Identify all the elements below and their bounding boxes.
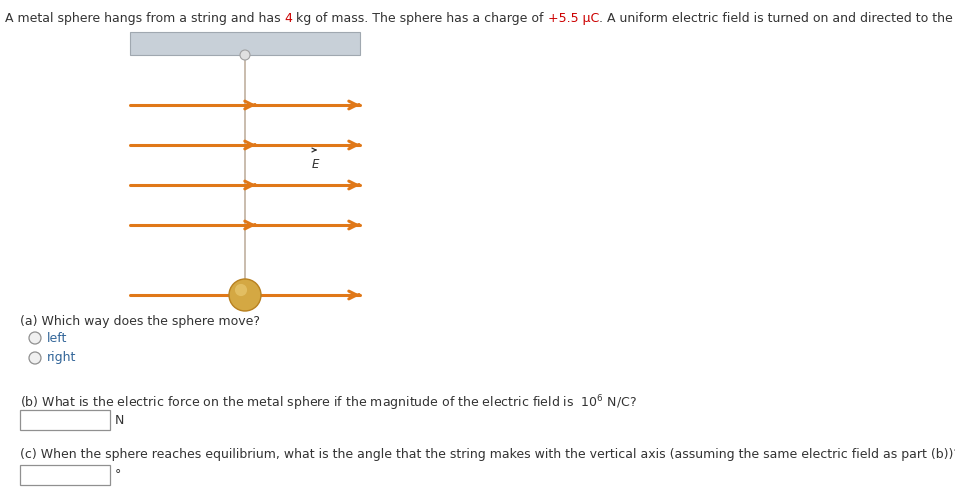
Text: +5.5 μC: +5.5 μC — [548, 12, 599, 25]
Circle shape — [229, 279, 261, 311]
Text: . A uniform electric field is turned on and directed to the right.: . A uniform electric field is turned on … — [599, 12, 955, 25]
Text: right: right — [47, 351, 76, 365]
Circle shape — [29, 332, 41, 344]
Text: $\mathit{E}$: $\mathit{E}$ — [311, 158, 321, 171]
Circle shape — [240, 50, 250, 60]
Text: °: ° — [115, 468, 121, 482]
Text: (a) Which way does the sphere move?: (a) Which way does the sphere move? — [20, 315, 260, 328]
Text: A metal sphere hangs from a string and has: A metal sphere hangs from a string and h… — [5, 12, 285, 25]
Circle shape — [235, 284, 247, 296]
Text: (b) What is the electric force on the metal sphere if the magnitude of the elect: (b) What is the electric force on the me… — [20, 393, 637, 413]
Bar — [20, 410, 110, 430]
Text: 4: 4 — [285, 12, 292, 25]
Text: (c) When the sphere reaches equilibrium, what is the angle that the string makes: (c) When the sphere reaches equilibrium,… — [20, 448, 955, 461]
Bar — [130, 32, 360, 55]
Text: kg of mass. The sphere has a charge of: kg of mass. The sphere has a charge of — [292, 12, 548, 25]
Text: N: N — [115, 413, 124, 427]
Bar — [20, 465, 110, 485]
Text: left: left — [47, 332, 68, 344]
Circle shape — [29, 352, 41, 364]
